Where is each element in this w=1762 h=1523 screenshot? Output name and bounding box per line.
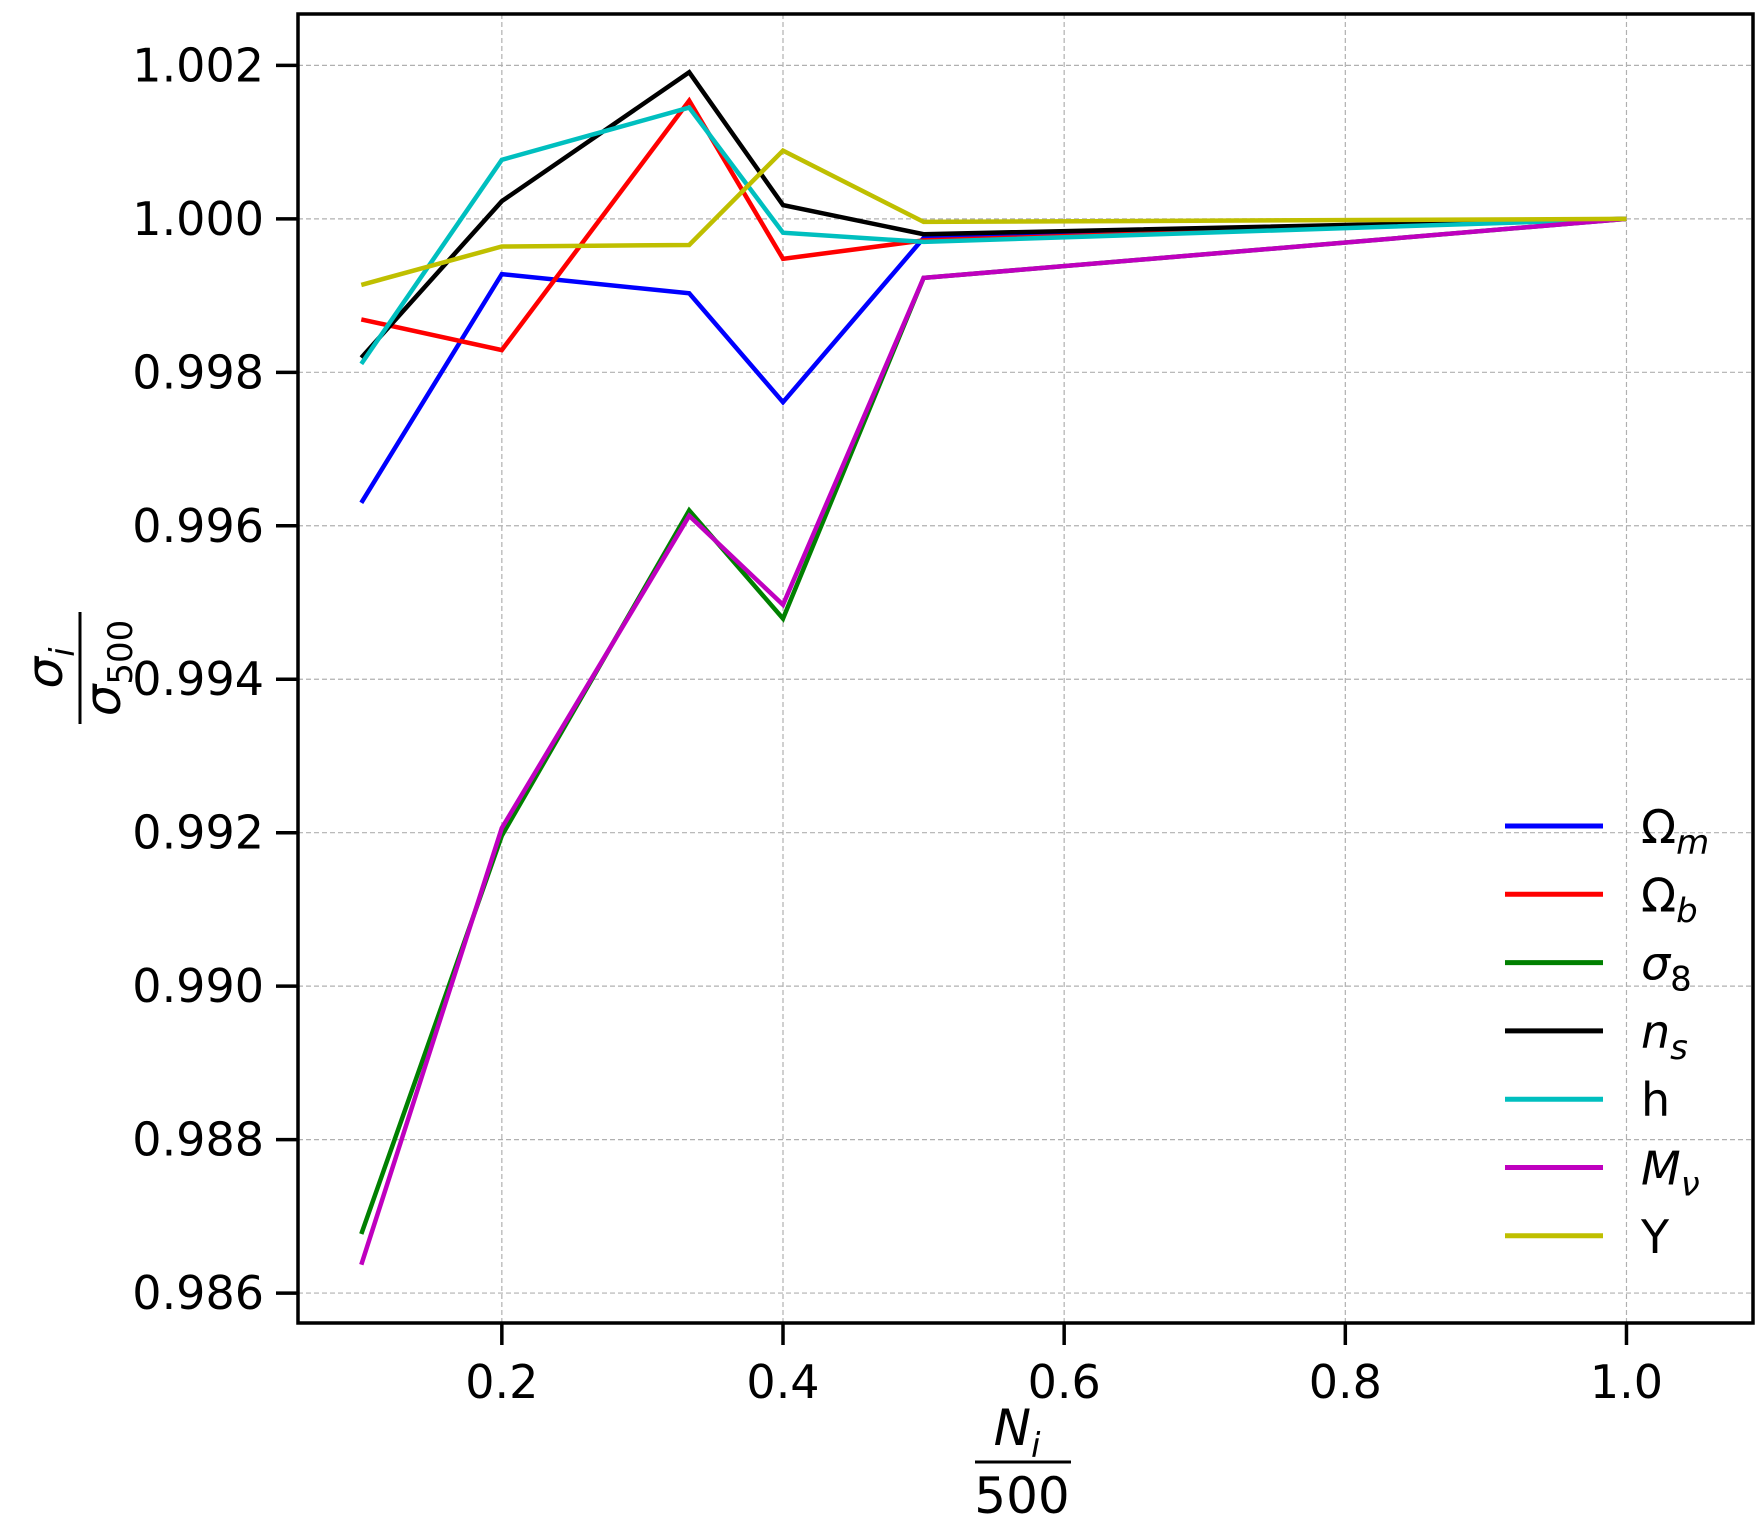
x-axis-label-numerator: Ni <box>994 1399 1041 1466</box>
series-line-3 <box>359 69 1627 360</box>
legend-item: Ωm <box>1505 800 1709 863</box>
legend-label: ns <box>1641 1005 1688 1068</box>
y-tick-label: 0.992 <box>132 806 264 860</box>
plot-frame <box>296 12 1755 1325</box>
y-tick-label: 0.988 <box>132 1113 264 1167</box>
y-axis-label: σi σ500 <box>16 612 141 724</box>
y-tick-label: 0.996 <box>132 499 264 553</box>
x-tick-label: 1.0 <box>1590 1355 1663 1409</box>
x-tick-label: 0.6 <box>1028 1355 1101 1409</box>
legend-item: Mν <box>1505 1142 1700 1205</box>
series-line-5 <box>359 216 1627 1266</box>
series-line-0 <box>359 216 1627 504</box>
y-tick-label: 0.994 <box>132 652 264 706</box>
y-tick-label: 1.000 <box>132 192 264 246</box>
legend-label: Y <box>1640 1210 1670 1264</box>
legend-label: Mν <box>1641 1142 1700 1205</box>
legend-label: Ωb <box>1641 868 1698 931</box>
x-tick-label: 0.8 <box>1309 1355 1382 1409</box>
x-axis-label: Ni 500 <box>974 1399 1071 1523</box>
legend-label: Ωm <box>1641 800 1709 863</box>
y-axis-label-denominator: σ500 <box>74 620 141 717</box>
legend-label: h <box>1641 1073 1670 1127</box>
series-line-2 <box>359 216 1627 1235</box>
y-tick-label: 1.002 <box>132 38 264 92</box>
axis-ticks: 0.2 0.4 0.6 0.8 1.0 0.986 0.988 0.990 0.992 0.994… <box>132 38 1663 1409</box>
y-tick-label: 0.998 <box>132 345 264 399</box>
grid <box>298 14 1753 1323</box>
x-tick-label: 0.2 <box>465 1355 538 1409</box>
x-tick-label: 0.4 <box>746 1355 819 1409</box>
x-axis-label-denominator: 500 <box>974 1467 1069 1523</box>
series-line-6 <box>360 147 1627 288</box>
legend-item: h <box>1505 1073 1670 1127</box>
y-tick-label: 0.986 <box>132 1266 264 1320</box>
legend-item: σ8 <box>1505 937 1692 1000</box>
legend-item: ns <box>1505 1005 1688 1068</box>
series-line-4 <box>359 105 1627 366</box>
y-axis-label-numerator: σi <box>16 647 83 689</box>
y-tick-label: 0.990 <box>132 959 264 1013</box>
legend-item: Y <box>1505 1210 1670 1264</box>
series-layer <box>359 69 1627 1266</box>
legend-label: σ8 <box>1641 937 1692 1000</box>
legend-item: Ωb <box>1505 868 1698 931</box>
